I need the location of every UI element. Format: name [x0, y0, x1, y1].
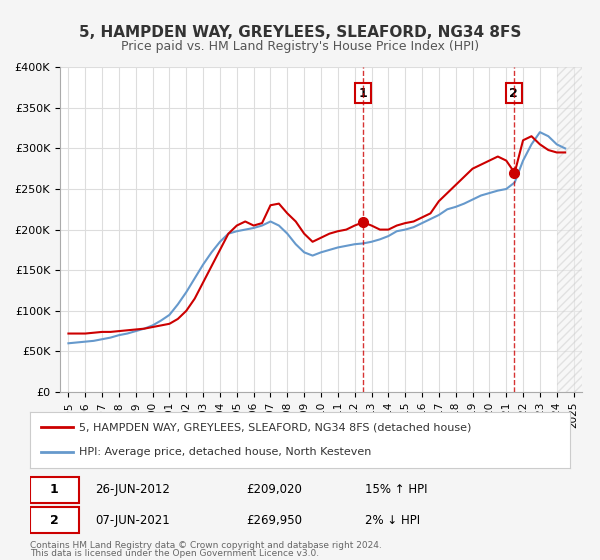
Text: £269,950: £269,950	[246, 514, 302, 527]
Text: 5, HAMPDEN WAY, GREYLEES, SLEAFORD, NG34 8FS: 5, HAMPDEN WAY, GREYLEES, SLEAFORD, NG34…	[79, 25, 521, 40]
FancyBboxPatch shape	[30, 507, 79, 533]
Bar	[557, 67, 582, 392]
Text: 2% ↓ HPI: 2% ↓ HPI	[365, 514, 420, 527]
Text: 5, HAMPDEN WAY, GREYLEES, SLEAFORD, NG34 8FS (detached house): 5, HAMPDEN WAY, GREYLEES, SLEAFORD, NG34…	[79, 422, 471, 432]
Text: £209,020: £209,020	[246, 483, 302, 497]
Text: 2: 2	[50, 514, 59, 527]
FancyBboxPatch shape	[30, 477, 79, 503]
Text: Price paid vs. HM Land Registry's House Price Index (HPI): Price paid vs. HM Land Registry's House …	[121, 40, 479, 53]
Text: 15% ↑ HPI: 15% ↑ HPI	[365, 483, 427, 497]
Text: 1: 1	[359, 87, 367, 100]
Text: This data is licensed under the Open Government Licence v3.0.: This data is licensed under the Open Gov…	[30, 549, 319, 558]
Text: 07-JUN-2021: 07-JUN-2021	[95, 514, 170, 527]
Text: HPI: Average price, detached house, North Kesteven: HPI: Average price, detached house, Nort…	[79, 447, 371, 457]
Text: Contains HM Land Registry data © Crown copyright and database right 2024.: Contains HM Land Registry data © Crown c…	[30, 541, 382, 550]
Text: 26-JUN-2012: 26-JUN-2012	[95, 483, 170, 497]
Text: 2: 2	[509, 87, 518, 100]
Text: 1: 1	[50, 483, 59, 497]
